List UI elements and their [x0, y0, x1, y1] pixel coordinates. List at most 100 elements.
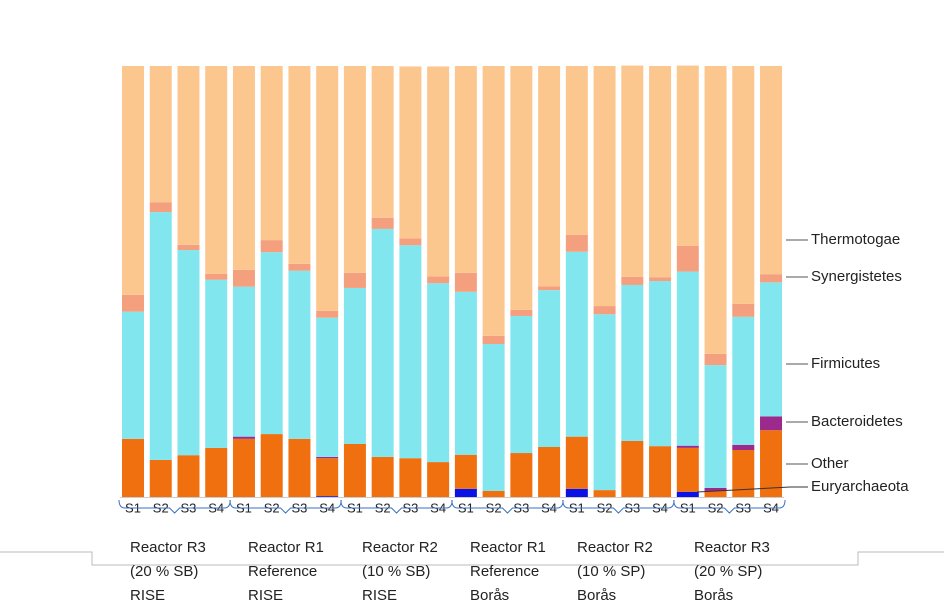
bar-segment: [732, 444, 755, 451]
bar-segment: [732, 303, 755, 317]
bar-segment: [510, 453, 533, 497]
group-label: (10 % SB): [362, 563, 430, 580]
bar-segment: [704, 353, 727, 366]
bar-segment: [482, 335, 505, 344]
bar-segment: [593, 306, 616, 315]
bar-segment: [232, 438, 255, 497]
bar-segment: [122, 438, 144, 497]
bar-segment: [760, 274, 783, 283]
bar-segment: [565, 66, 588, 235]
group-bracket: [451, 499, 564, 514]
bar-segment: [593, 490, 616, 497]
bar-segment: [538, 290, 561, 448]
bar-segment: [676, 491, 699, 497]
bar-segment: [676, 445, 699, 448]
bar-segment: [427, 66, 450, 277]
group-label: RISE: [130, 587, 165, 604]
bar-segment: [343, 443, 366, 497]
legend-label: Firmicutes: [811, 355, 880, 372]
bar-segment: [371, 456, 394, 497]
bar-segment: [343, 287, 366, 444]
bar-segment: [343, 272, 366, 288]
bar-segment: [205, 66, 228, 274]
group-label: Reactor R2: [362, 539, 438, 556]
group-label: Reference: [470, 563, 539, 580]
bar-segment: [621, 284, 644, 441]
bar-segment: [316, 458, 339, 497]
group-bracket: [562, 499, 675, 514]
bar-segment: [649, 277, 672, 282]
bar-segment: [260, 66, 283, 241]
bar-segment: [704, 490, 727, 497]
bar-segment: [232, 436, 255, 439]
group-label: Borås: [577, 587, 616, 604]
bar-segment: [122, 311, 144, 439]
bar-segment: [149, 66, 172, 203]
bar-segment: [760, 66, 783, 275]
bar-segment: [676, 271, 699, 446]
bar-segment: [205, 273, 228, 280]
group-label: Borås: [694, 587, 733, 604]
group-label: (10 % SP): [577, 563, 645, 580]
bar-segment: [316, 317, 339, 457]
group-bracket: [340, 499, 453, 514]
bar-segment: [232, 286, 255, 437]
bar-segment: [454, 488, 477, 497]
bar-segment: [177, 250, 200, 456]
bar-segment: [399, 238, 422, 246]
bar-segment: [482, 490, 505, 497]
bar-segment: [621, 440, 644, 497]
bar-segment: [676, 245, 699, 272]
legend-label: Synergistetes: [811, 268, 902, 285]
bar-segment: [732, 66, 755, 304]
bar-segment: [565, 251, 588, 437]
bar-segment: [676, 447, 699, 492]
bar-segment: [760, 416, 783, 431]
bar-segment: [649, 66, 672, 278]
bar-segment: [205, 447, 228, 497]
bar-segment: [538, 286, 561, 291]
bar-segment: [593, 314, 616, 491]
bar-segment: [621, 276, 644, 285]
group-label: RISE: [248, 587, 283, 604]
legend-label: Thermotogae: [811, 231, 900, 248]
bar-segment: [149, 202, 172, 213]
bar-segment: [538, 66, 561, 287]
bar-segment: [704, 365, 727, 488]
bar-segment: [288, 438, 311, 497]
group-label: Reference: [248, 563, 317, 580]
bar-segment: [732, 450, 755, 497]
frame: [0, 551, 944, 566]
bar-segment: [676, 65, 699, 246]
bar-segment: [427, 283, 450, 463]
bar-segment: [122, 66, 144, 295]
bar-segment: [149, 459, 172, 497]
legend-label: Other: [811, 455, 849, 472]
bar-segment: [343, 66, 366, 273]
bar-segment: [149, 212, 172, 460]
group-bracket: [229, 499, 342, 514]
group-label: (20 % SB): [130, 563, 198, 580]
group-bracket: [673, 499, 786, 514]
bar-segment: [316, 496, 339, 497]
bar-segment: [316, 66, 339, 311]
bar-segment: [316, 456, 339, 459]
bar-segment: [482, 343, 505, 491]
bar-segment: [482, 66, 505, 336]
bar-segment: [288, 263, 311, 271]
bar-segment: [649, 446, 672, 497]
bar-segment: [371, 66, 394, 218]
group-label: RISE: [362, 587, 397, 604]
group-label: Reactor R3: [130, 539, 206, 556]
bar-segment: [565, 488, 588, 497]
bar-segment: [177, 244, 200, 251]
bar-segment: [427, 462, 450, 497]
legend-label: Euryarchaeota: [811, 478, 909, 495]
bar-segment: [565, 234, 588, 252]
group-label: Reactor R1: [470, 539, 546, 556]
bar-segment: [232, 269, 255, 287]
bar-segment: [454, 454, 477, 489]
bar-segment: [371, 228, 394, 457]
bar-segment: [510, 66, 533, 310]
bar-segment: [732, 316, 755, 445]
